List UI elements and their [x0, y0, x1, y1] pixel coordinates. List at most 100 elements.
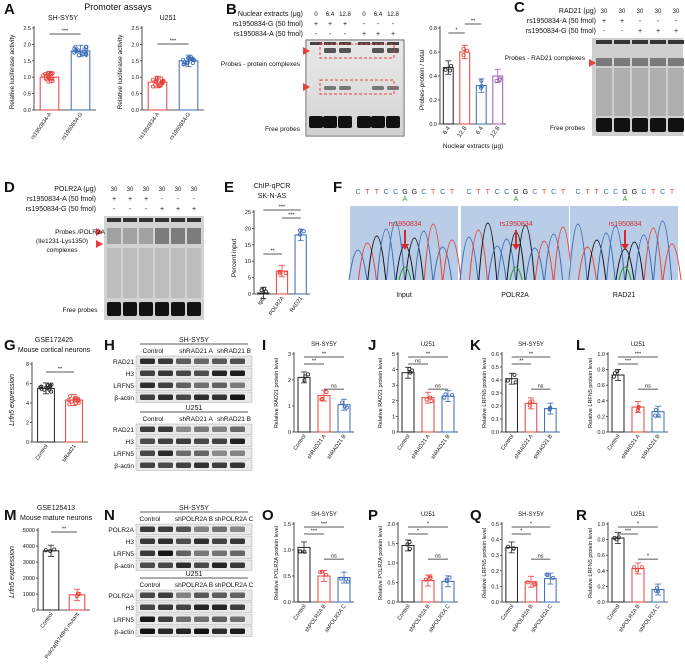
y-tick-label: 1.0: [597, 522, 605, 528]
blot-row-label: H3: [126, 605, 135, 612]
significance-label: ns: [435, 384, 441, 390]
panel-J-ylabel: Relative RAD21 protein level: [378, 358, 384, 428]
data-point: [547, 407, 552, 412]
trace-peak: [606, 225, 626, 281]
panel-C-row2: rs1950834-A (50 fmol): [527, 18, 596, 25]
blot-band: [230, 526, 245, 532]
y-tick-label: 0.4: [491, 378, 499, 384]
panel-O-cell: SH-SY5Y: [311, 512, 337, 518]
lane-sign-a: -: [657, 18, 660, 25]
blot-band: [158, 394, 173, 400]
blot-band: [140, 450, 155, 456]
data-point: [47, 75, 52, 80]
significance-label: ns: [331, 384, 337, 390]
y-tick-label: 0.4: [597, 399, 605, 405]
y-tick-label: 0.3: [491, 553, 499, 559]
data-point: [150, 77, 155, 82]
lane-sign-a: +: [391, 31, 395, 38]
data-point: [444, 577, 449, 582]
gel-D-label-2: (Ile1231-Lys1350): [36, 238, 88, 245]
data-point: [656, 413, 661, 418]
blot-row-label: LRFN5: [113, 383, 134, 390]
x-tick-label: Control: [500, 434, 515, 452]
complex-band-upper: [387, 48, 399, 53]
significance-label: *: [455, 28, 458, 34]
x-tick-label: shRAD21 A: [620, 433, 641, 460]
data-point: [653, 408, 658, 413]
panel-K-cell: SH-SY5Y: [518, 342, 544, 348]
well: [650, 40, 666, 44]
significance-label: *: [427, 522, 430, 528]
y-tick-label: 0.4: [491, 538, 499, 544]
sequence-base: C: [495, 189, 500, 196]
panel-letter-E: E: [224, 179, 234, 196]
sequence-base: C: [532, 189, 537, 196]
y-tick-label: 0.5: [23, 92, 31, 98]
free-probe-band: [386, 116, 400, 128]
lane-sign-g: +: [638, 28, 642, 35]
allele-A: A: [403, 196, 408, 203]
data-point: [405, 542, 410, 547]
gel-D-label-3: complexes: [46, 247, 78, 254]
blot-lane-label: shPOLR2A C: [215, 516, 254, 523]
y-tick-label: 0.2: [491, 404, 499, 410]
lane-sign-a: -: [177, 196, 180, 203]
trace-peak: [423, 223, 443, 281]
blot-band: [140, 370, 155, 376]
significance-label: **: [529, 352, 534, 358]
blot-row-label: POLR2A: [108, 527, 134, 534]
significance-label: **: [62, 527, 67, 533]
bar: [297, 546, 311, 603]
blot-band: [212, 538, 227, 544]
data-point: [611, 374, 616, 379]
panel-Q-cell: SH-SY5Y: [518, 512, 544, 518]
data-point: [428, 395, 433, 400]
lane-sign-g: -: [392, 21, 395, 28]
free-probe-band: [371, 116, 385, 128]
data-point: [68, 394, 73, 399]
blot-band: [140, 358, 155, 364]
trace-peak: [643, 227, 663, 281]
data-point: [74, 48, 79, 53]
data-point: [448, 68, 453, 73]
significance-label: ns: [435, 554, 441, 560]
y-tick-label: 0.4: [429, 74, 437, 80]
track-label: RAD21: [613, 292, 636, 299]
x-tick-label: shRAD21 B: [326, 433, 348, 460]
x-tick-label: IgG: [257, 296, 267, 307]
blot-band: [158, 438, 173, 444]
data-point: [479, 84, 484, 89]
significance-label: *: [637, 522, 640, 528]
data-point: [189, 57, 194, 62]
arrow-marker: [96, 228, 103, 236]
blot-band: [212, 382, 227, 388]
sequence-base: T: [431, 189, 436, 196]
trace-peak: [587, 239, 607, 281]
trace-peak: [357, 242, 377, 281]
arrow-marker: [96, 240, 103, 248]
data-point: [43, 71, 48, 76]
trace-peak: [634, 234, 654, 281]
data-point: [303, 374, 308, 379]
well: [310, 42, 322, 45]
smear: [171, 248, 185, 298]
lane-sign-a: -: [675, 18, 678, 25]
data-point: [50, 78, 55, 83]
panel-P-cell: U251: [421, 512, 436, 518]
y-tick-label: 1.5: [131, 59, 139, 65]
panel-letter-D: D: [4, 179, 15, 196]
blot-band: [212, 394, 227, 400]
blot-band: [194, 462, 209, 468]
y-tick-label: 1.0: [131, 75, 139, 81]
y-tick-label: 5000: [23, 528, 35, 534]
data-point: [153, 82, 158, 87]
complex-band: [187, 228, 201, 244]
trace-peak: [433, 246, 453, 281]
complex-band: [107, 228, 121, 244]
allele-A: A: [514, 196, 519, 203]
lane-sign-a: -: [315, 31, 318, 38]
free-probe-band: [155, 302, 169, 316]
sequence-base: C: [421, 189, 426, 196]
data-point: [424, 397, 429, 402]
